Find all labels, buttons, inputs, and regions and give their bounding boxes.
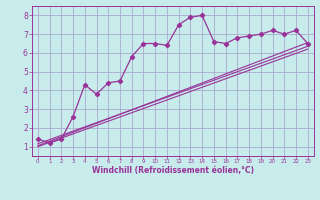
- X-axis label: Windchill (Refroidissement éolien,°C): Windchill (Refroidissement éolien,°C): [92, 166, 254, 175]
